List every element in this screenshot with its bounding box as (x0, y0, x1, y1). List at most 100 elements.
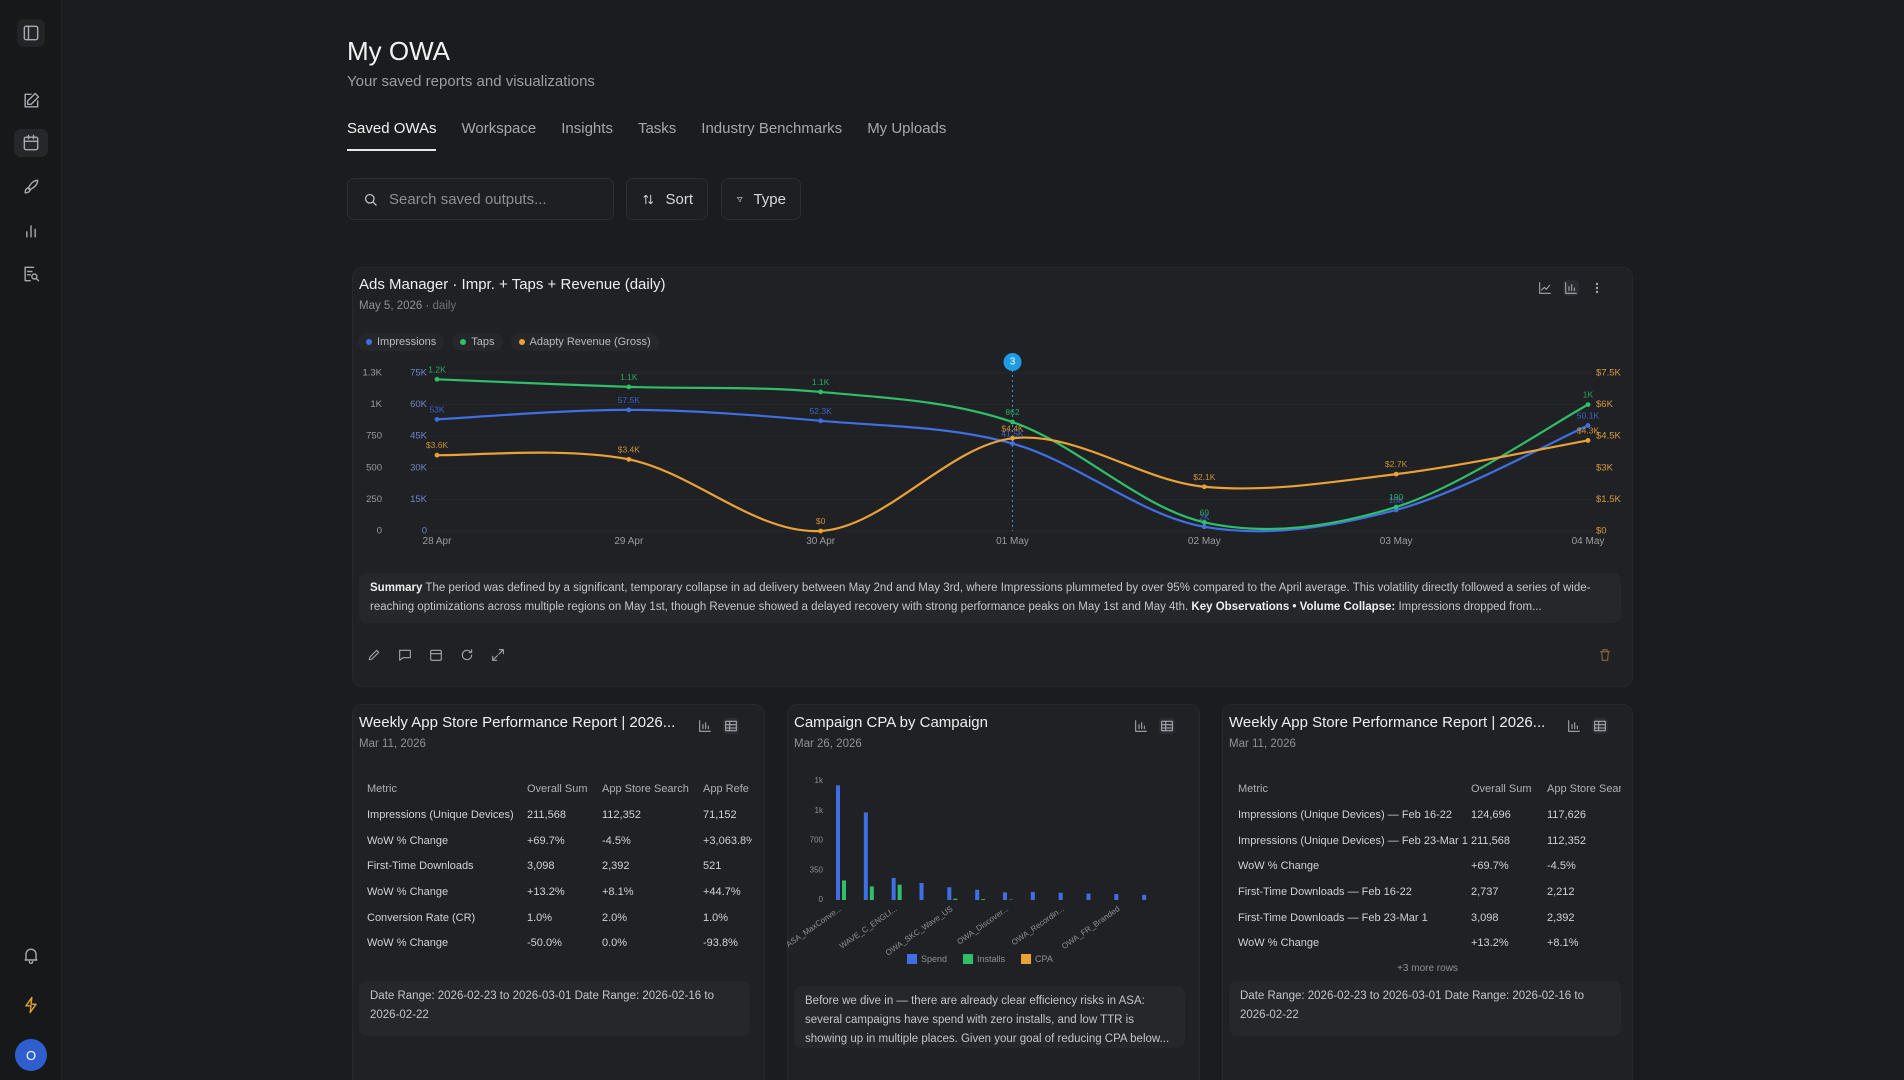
table-cell: Impressions (Unique Devices) — Feb 16-22 (1238, 808, 1452, 821)
tab[interactable]: Industry Benchmarks (701, 120, 843, 137)
legend: Impressions Taps Adapty Revenue (Gross) (358, 333, 659, 351)
bar (842, 880, 846, 900)
data-point (818, 418, 824, 424)
bar-view[interactable] (1563, 280, 1579, 296)
tab[interactable]: My Uploads (867, 120, 947, 137)
data-label: $4.4K (1001, 423, 1024, 433)
more-menu[interactable] (1589, 280, 1605, 296)
legend-item: Taps (452, 333, 503, 351)
table-row: WoW % Change -50.0% 0.0% -93.8% (367, 930, 752, 956)
y-tick-label: 1k (815, 806, 824, 815)
table-cell: First-Time Downloads (367, 860, 474, 873)
data-label: 862 (1005, 407, 1019, 417)
bar-chart: 0 350 700 1k 1k ASA_MaxConve...WAVE_C_ENGLI..… (787, 776, 1147, 964)
data-label: $2.7K (1385, 459, 1408, 469)
line-view[interactable] (1537, 280, 1553, 296)
legend-swatch (460, 339, 467, 345)
table-cell: First-Time Downloads — Feb 23-Mar 1 (1238, 911, 1428, 924)
bar (919, 883, 924, 900)
tab[interactable]: Tasks (637, 120, 677, 137)
table-view[interactable] (1159, 718, 1175, 734)
data-label: 41.5K (1001, 429, 1024, 439)
tab[interactable]: Insights (561, 120, 613, 137)
data-label: 57.5K (618, 395, 641, 405)
sort-button[interactable]: Sort (626, 178, 708, 220)
avatar[interactable]: O (15, 1039, 47, 1071)
search-box[interactable]: Search saved outputs... (347, 178, 614, 220)
type-label: Type (753, 190, 786, 208)
table-cell: 1.0% (527, 911, 553, 924)
edit[interactable] (366, 647, 382, 663)
sort-label: Sort (665, 190, 693, 208)
data-label: 1K (1583, 390, 1594, 400)
delete[interactable] (1597, 647, 1613, 668)
schedule[interactable] (428, 647, 444, 663)
table-cell: -4.5% (1547, 860, 1576, 873)
upgrade[interactable] (17, 991, 45, 1019)
comment[interactable] (397, 647, 413, 663)
type-button[interactable]: Type (721, 178, 801, 220)
table-cell: 2,212 (1547, 885, 1575, 898)
chart-view[interactable] (697, 718, 713, 734)
chart-view[interactable] (1566, 718, 1582, 734)
nav-edit[interactable] (17, 87, 45, 115)
data-point (626, 456, 632, 462)
tab[interactable]: Workspace (461, 120, 537, 137)
bar (1030, 891, 1035, 900)
refresh[interactable] (459, 647, 475, 663)
card-date: Mar 26, 2026 (794, 738, 862, 750)
nav-analytics[interactable] (17, 217, 45, 245)
table-cell: 2,392 (602, 860, 630, 873)
card-title: Weekly App Store Performance Report | 20… (1229, 714, 1546, 731)
x-tick-label: OWA_FR_Branded (1060, 904, 1121, 951)
y-tick-label: 500 (366, 462, 382, 473)
page-subtitle: Your saved reports and visualizations (347, 73, 595, 90)
date: May 5, 2026 (359, 300, 423, 312)
y-tick-label: 700 (810, 836, 824, 845)
y-tick-label: $1.5K (1596, 494, 1621, 505)
expand[interactable] (490, 647, 506, 663)
data-label: $0 (816, 516, 826, 526)
table-cell: 112,352 (1547, 834, 1586, 847)
data-table: Metric Overall Sum App Store Search App Ref… (367, 775, 752, 956)
nav-reports[interactable] (17, 260, 45, 288)
y-tick-label: 30K (410, 462, 428, 473)
x-tick-label: 03 May (1380, 536, 1413, 547)
table-view[interactable] (723, 718, 739, 734)
notifications[interactable] (17, 941, 45, 969)
table-cell: +69.7% (1471, 860, 1509, 873)
table-row: WoW % Change +69.7% -4.5% +3,063.8% (367, 828, 752, 854)
table-row: WoW % Change +69.7% -4.5% (1238, 853, 1621, 879)
table-cell: 1.0% (703, 911, 729, 924)
x-tick-label: WAVE_C_ENGLI... (838, 904, 899, 950)
data-point (1201, 524, 1207, 530)
x-tick-label: OWA_Discover... (955, 904, 1010, 946)
more-rows[interactable]: +3 more rows (1397, 963, 1458, 974)
data-point (1010, 435, 1015, 441)
legend-swatch (366, 339, 372, 345)
legend-item: Adapty Revenue (Gross) (510, 333, 659, 351)
table-cell: 124,696 (1471, 808, 1511, 821)
data-point (434, 452, 440, 458)
column-header: Overall Sum (1471, 782, 1532, 795)
column-header: Metric (1238, 782, 1268, 795)
x-tick-label: 30 Apr (806, 536, 836, 547)
data-point (434, 416, 440, 422)
search-placeholder: Search saved outputs... (389, 190, 547, 208)
legend-label: Spend (921, 954, 947, 964)
y-tick-label: 350 (810, 865, 824, 874)
date-range: Date Range: 2026-02-23 to 2026-03-01 Dat… (1229, 981, 1621, 1036)
table-cell: 112,352 (602, 808, 641, 821)
chart-view[interactable] (1133, 718, 1149, 734)
sidebar-toggle[interactable] (17, 19, 45, 47)
nav-calendar[interactable] (14, 129, 48, 157)
y-tick-label: 15K (410, 494, 428, 505)
y-tick-label: 0 (819, 895, 824, 904)
tab[interactable]: Saved OWAs (347, 120, 437, 151)
column-header: Metric (367, 782, 397, 795)
table-view[interactable] (1592, 718, 1608, 734)
table-cell: 2.0% (602, 911, 628, 924)
nav-launch[interactable] (17, 173, 45, 201)
table-wrap: Metric Overall Sum App Store Sear Impressio… (1238, 775, 1621, 956)
